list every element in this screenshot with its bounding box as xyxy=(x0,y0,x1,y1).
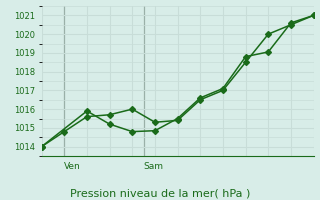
Text: Pression niveau de la mer( hPa ): Pression niveau de la mer( hPa ) xyxy=(70,188,250,198)
Text: Sam: Sam xyxy=(144,162,164,171)
Text: Ven: Ven xyxy=(64,162,81,171)
